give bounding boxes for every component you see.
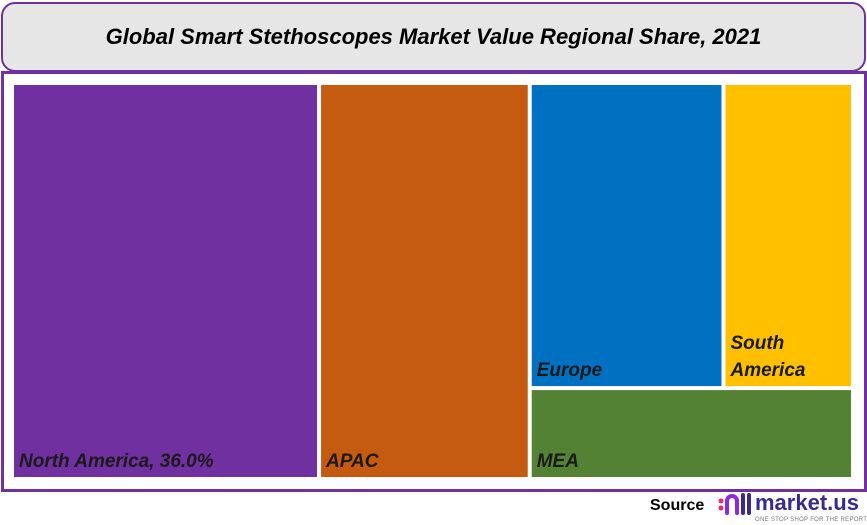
market-us-logo[interactable]: market.us ONE STOP SHOP FOR THE REPORTS [717, 491, 867, 524]
tile-label-apac: APAC [325, 451, 379, 472]
tile-europe [531, 85, 722, 387]
logo-mark-icon [718, 493, 751, 515]
logo-tagline: ONE STOP SHOP FOR THE REPORTS [755, 517, 867, 523]
tile-label-mea: MEA [537, 451, 579, 472]
logo-words: market.us ONE STOP SHOP FOR THE REPORTS [755, 491, 867, 524]
tile-south-america [725, 85, 851, 387]
tile-label-north-america: North America, 36.0% [19, 451, 214, 472]
tile-mea [531, 390, 851, 477]
tile-label-south-america: South America [729, 333, 805, 381]
tile-apac [321, 85, 528, 477]
source-label: Source [650, 497, 705, 514]
title-box: Global Smart Stethoscopes Market Value R… [1, 2, 866, 72]
tile-north-america [14, 85, 318, 477]
logo-text: market.us [755, 490, 859, 515]
tile-label-europe: Europe [537, 360, 603, 381]
chart-title: Global Smart Stethoscopes Market Value R… [105, 24, 762, 49]
